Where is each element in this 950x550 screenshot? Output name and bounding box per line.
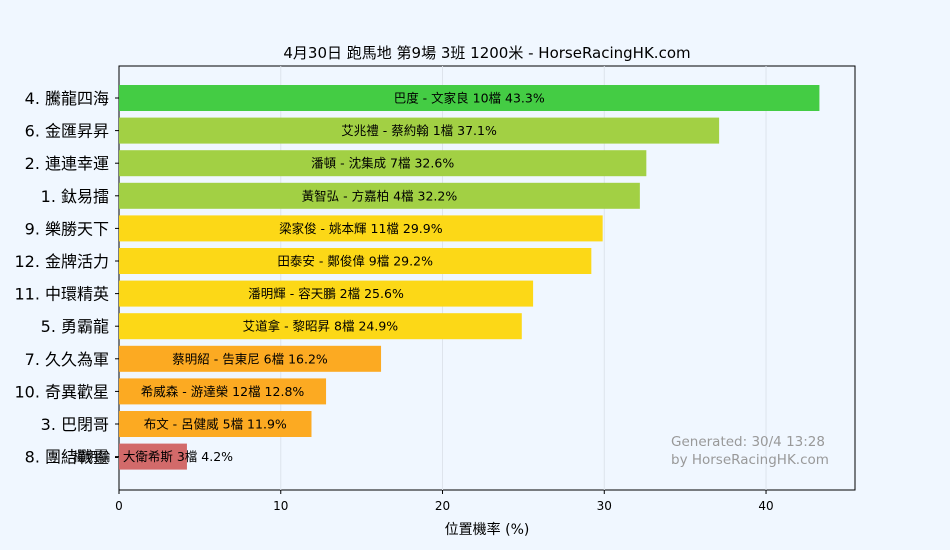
bar: [119, 85, 820, 111]
bar-data-label: 希威森 - 游達榮 12檔 12.8%: [141, 384, 305, 399]
watermark-site: by HorseRacingHK.com: [671, 452, 829, 468]
bar-data-label: 黃智弘 - 方嘉柏 4檔 32.2%: [302, 188, 458, 203]
bar: [119, 280, 534, 307]
chart-title: 4月30日 跑馬地 第9場 3班 1200米 - HorseRacingHK.c…: [283, 44, 690, 62]
bar-data-label: 布文 - 呂健威 5檔 11.9%: [144, 417, 287, 432]
bar: [119, 182, 640, 209]
bar-data-label: 艾道拿 - 黎昭昇 8檔 24.9%: [243, 319, 399, 334]
bar-data-label: 田泰安 - 鄭俊偉 9檔 29.2%: [277, 254, 433, 269]
bar-layer: 巴度 - 文家良 10檔 43.3% 艾兆禮 - 蔡約翰 1檔 37.1% 潘頓 -…: [73, 85, 820, 470]
y-tick-layer: 4. 騰龍四海 6. 金匯昇昇 2. 連連幸運 1. 鈦易擂 9. 樂勝天下 12. 金牌…: [14, 89, 119, 467]
y-tick-label: 5. 勇霸龍: [41, 317, 109, 336]
bar: [119, 215, 603, 242]
bar-data-label: 梁家俊 - 姚本輝 11檔 29.9%: [279, 221, 443, 236]
y-tick-label: 11. 中環精英: [14, 285, 109, 304]
x-tick-label: 30: [597, 499, 612, 513]
bar-data-label: 潘明輝 - 容天鵬 2檔 25.6%: [248, 286, 404, 301]
y-tick-label: 3. 巴閉哥: [41, 415, 109, 434]
bar: [119, 411, 312, 437]
y-tick-label: 8. 團結戰靈: [25, 448, 109, 467]
bar-data-label: 潘頓 - 沈集成 7檔 32.6%: [311, 156, 454, 171]
bar: [119, 150, 647, 177]
bar: [119, 117, 720, 144]
x-tick-label: 0: [115, 499, 123, 513]
x-tick-label: 20: [435, 499, 450, 513]
bar-data-label: 巴度 - 文家良 10檔 43.3%: [394, 91, 545, 106]
bar: [119, 345, 382, 372]
bar-data-label: 蔡明紹 - 告東尼 6檔 16.2%: [172, 351, 328, 366]
watermark-generated: Generated: 30/4 13:28: [671, 434, 825, 450]
bar: [119, 248, 592, 274]
y-tick-label: 7. 久久為軍: [25, 350, 109, 369]
x-tick-label: 40: [758, 499, 773, 513]
y-tick-label: 6. 金匯昇昇: [25, 122, 109, 141]
y-tick-label: 12. 金牌活力: [14, 252, 109, 271]
bar: [119, 443, 187, 470]
y-tick-label: 9. 樂勝天下: [25, 219, 109, 238]
y-tick-label: 1. 鈦易擂: [41, 187, 109, 206]
x-tick-layer: 0 10 20 30 40: [115, 490, 774, 513]
bar-data-label: 艾兆禮 - 蔡約翰 1檔 37.1%: [341, 123, 497, 138]
x-axis-label: 位置機率 (%): [445, 521, 530, 538]
x-tick-label: 10: [273, 499, 288, 513]
bar: [119, 313, 522, 340]
y-tick-label: 2. 連連幸運: [25, 154, 109, 173]
y-tick-label: 10. 奇異歡星: [14, 382, 109, 401]
bar-data-label: 楊明綸 - 大衛希斯 3檔 4.2%: [73, 449, 233, 464]
bar: [119, 378, 327, 405]
y-tick-label: 4. 騰龍四海: [25, 89, 109, 108]
